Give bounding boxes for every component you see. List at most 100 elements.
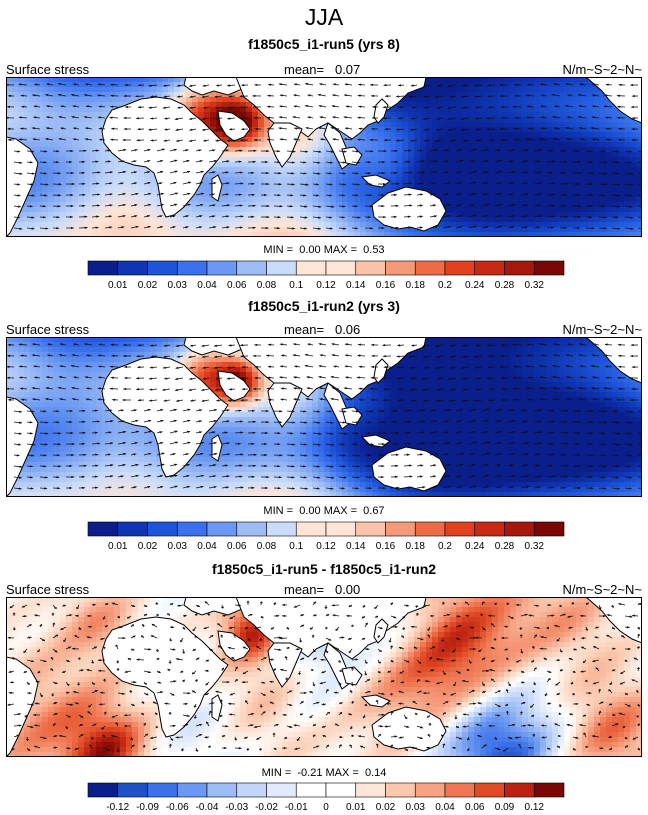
land-masses bbox=[6, 337, 642, 497]
colorbar-swatch bbox=[266, 521, 297, 537]
colorbar-tick-label: -0.03 bbox=[225, 802, 248, 813]
colorbar-swatch bbox=[414, 782, 446, 798]
colorbar-swatch bbox=[87, 521, 119, 537]
colorbar-swatch bbox=[504, 260, 535, 276]
wind-stress-vectors bbox=[6, 600, 642, 753]
colorbar-swatch bbox=[295, 260, 327, 276]
colorbar-swatches bbox=[87, 260, 565, 276]
colorbar-tick-label: 0.01 bbox=[346, 802, 366, 813]
colorbar-tick-label: 0.03 bbox=[406, 802, 426, 813]
colorbar-swatch bbox=[474, 521, 505, 537]
colorbar-swatch bbox=[414, 521, 446, 537]
colorbar-tick-label: 0.12 bbox=[316, 280, 336, 291]
colorbar-tick-label: 0.14 bbox=[346, 280, 366, 291]
colorbar-tick-label: 0.2 bbox=[438, 541, 452, 552]
colorbar-tick-label: 0.32 bbox=[525, 280, 545, 291]
colorbar-labels: 0.01 0.02 0.03 0.04 0.06 0.08 0.1 0.12 0.14 0.16 0… bbox=[108, 541, 544, 552]
colorbar-swatch bbox=[236, 260, 267, 276]
colorbar-swatches bbox=[87, 782, 565, 798]
colorbar-swatch bbox=[206, 260, 238, 276]
map-frame bbox=[6, 337, 642, 497]
colorbar-swatch bbox=[236, 782, 267, 798]
colorbar-tick-label: 0.06 bbox=[227, 541, 247, 552]
land-india bbox=[267, 642, 303, 688]
panel-units-run5: N/m~S~2~N~ bbox=[562, 62, 643, 77]
colorbar-swatch bbox=[444, 260, 476, 276]
land-africa bbox=[101, 616, 229, 738]
colorbar-tick-label: 0.16 bbox=[376, 280, 396, 291]
colorbar-swatch bbox=[147, 260, 178, 276]
panel-title-diff: f1850c5_i1-run5 - f1850c5_i1-run2 bbox=[211, 561, 437, 577]
colorbar-tick-label: 0.06 bbox=[465, 802, 485, 813]
panel-left-label-diff: Surface stress bbox=[6, 582, 90, 597]
land-australia bbox=[371, 446, 447, 492]
colorbar-tick-label: -0.02 bbox=[255, 802, 278, 813]
colorbar-swatch bbox=[355, 521, 386, 537]
colorbar-tick-label: -0.01 bbox=[285, 802, 308, 813]
land-arabia bbox=[217, 110, 251, 142]
colorbar-tick-label: 0.04 bbox=[435, 802, 455, 813]
colorbar-swatch bbox=[504, 521, 535, 537]
map-panel-run2 bbox=[6, 337, 642, 497]
panel-title-run2: f1850c5_i1-run2 (yrs 3) bbox=[248, 298, 400, 314]
colorbar-tick-label: 0.04 bbox=[197, 280, 217, 291]
land-japan bbox=[373, 98, 389, 124]
wind-stress-vectors bbox=[6, 343, 642, 490]
land-seasia bbox=[323, 122, 351, 170]
colorbar-tick-label: 0.16 bbox=[376, 541, 396, 552]
colorbar-swatch bbox=[117, 782, 148, 798]
land-seasia bbox=[323, 382, 351, 430]
colorbar-tick-label: 0.14 bbox=[346, 541, 366, 552]
colorbar-swatch bbox=[355, 782, 386, 798]
colorbar-tick-label: 0.32 bbox=[525, 541, 545, 552]
land-japan bbox=[373, 618, 389, 644]
colorbar-tick-label: 0.03 bbox=[168, 280, 188, 291]
colorbar-swatch bbox=[533, 260, 565, 276]
colorbar-swatch bbox=[206, 521, 238, 537]
colorbar-swatch bbox=[117, 260, 148, 276]
map-panel-run5 bbox=[6, 77, 642, 237]
colorbar-tick-label: 0.02 bbox=[138, 280, 158, 291]
colorbar-swatch bbox=[504, 782, 535, 798]
panel-mean-run2: mean= 0.06 bbox=[284, 322, 361, 337]
colorbar-swatch bbox=[176, 260, 208, 276]
panel-left-label-run5: Surface stress bbox=[6, 62, 90, 77]
colorbar-swatch bbox=[206, 782, 238, 798]
map-frame bbox=[6, 77, 642, 237]
colorbar-swatch bbox=[266, 260, 297, 276]
colorbar-tick-label: 0.28 bbox=[495, 541, 515, 552]
land-australia bbox=[371, 186, 447, 232]
colorbar-swatch bbox=[533, 521, 565, 537]
map-panel-diff bbox=[6, 597, 642, 757]
colorbar-swatch bbox=[117, 521, 148, 537]
colorbar-swatch bbox=[87, 260, 119, 276]
colorbar-swatch bbox=[295, 782, 327, 798]
figure-title: JJA bbox=[304, 4, 344, 30]
colorbar-swatch bbox=[325, 782, 357, 798]
colorbar-labels: 0.01 0.02 0.03 0.04 0.06 0.08 0.1 0.12 0.14 0.16 0… bbox=[108, 280, 544, 291]
land-arabia bbox=[217, 370, 251, 402]
colorbar-swatch bbox=[236, 521, 267, 537]
colorbar-tick-label: 0.24 bbox=[465, 541, 485, 552]
land-asia bbox=[235, 597, 427, 660]
colorbar-tick-label: 0.01 bbox=[108, 280, 128, 291]
panel-units-run2: N/m~S~2~N~ bbox=[562, 322, 643, 337]
colorbar-swatch bbox=[325, 260, 357, 276]
wind-stress-vectors bbox=[6, 82, 642, 230]
colorbar-swatch bbox=[444, 782, 476, 798]
panel-mean-diff: mean= 0.00 bbox=[284, 582, 361, 597]
colorbar-swatch bbox=[414, 260, 446, 276]
land-india bbox=[267, 382, 303, 428]
land-namerica bbox=[585, 337, 642, 384]
panel-mean-run5: mean= 0.07 bbox=[284, 62, 361, 77]
colorbar-tick-label: -0.04 bbox=[196, 802, 219, 813]
colorbar-tick-label: 0.1 bbox=[289, 280, 303, 291]
colorbar-tick-label: 0.03 bbox=[168, 541, 188, 552]
colorbar-swatch bbox=[533, 782, 565, 798]
land-masses bbox=[6, 597, 642, 757]
panel-left-label-run2: Surface stress bbox=[6, 322, 90, 337]
colorbar-tick-label: 0.06 bbox=[227, 280, 247, 291]
colorbar-swatch bbox=[385, 521, 416, 537]
colorbar-swatch bbox=[355, 260, 386, 276]
colorbar-tick-label: 0.1 bbox=[289, 541, 303, 552]
